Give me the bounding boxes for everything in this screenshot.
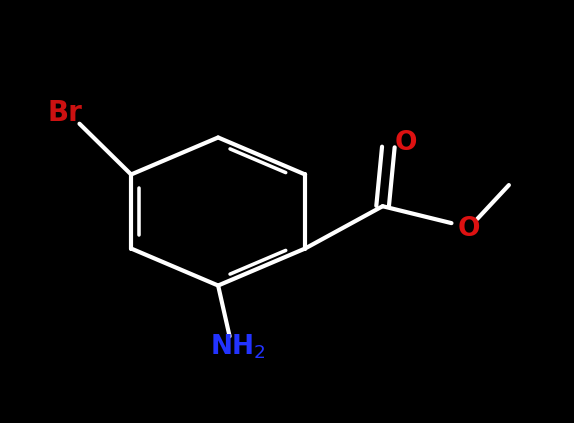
Text: O: O — [457, 217, 480, 242]
Text: NH$_2$: NH$_2$ — [211, 332, 266, 361]
Text: Br: Br — [48, 99, 83, 127]
Text: O: O — [394, 130, 417, 156]
